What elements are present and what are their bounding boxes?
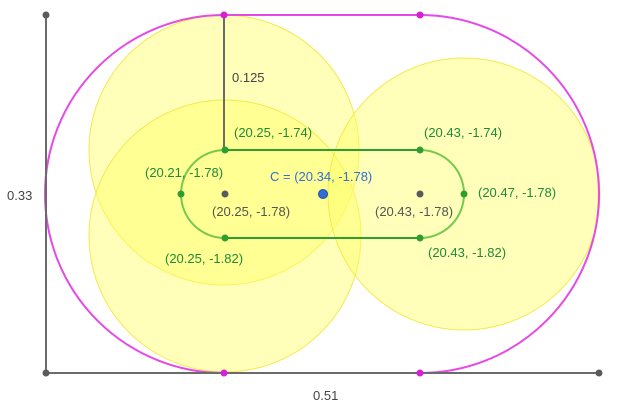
point-center-left — [221, 190, 229, 198]
point-center-c — [318, 189, 328, 199]
point-outer-top-right — [416, 11, 424, 19]
width-label: 0.51 — [313, 388, 338, 403]
point-axis-top — [42, 11, 50, 19]
label-right: (20.47, -1.78) — [478, 185, 556, 200]
point-top-left — [221, 146, 229, 154]
point-bottom-left — [221, 234, 229, 242]
label-bottom-left: (20.25, -1.82) — [165, 251, 243, 266]
label-top-right: (20.43, -1.74) — [424, 125, 502, 140]
point-bottom-right — [416, 234, 424, 242]
height-label: 0.33 — [7, 188, 32, 203]
label-bottom-right: (20.43, -1.82) — [428, 245, 506, 260]
point-left — [177, 190, 185, 198]
label-top-left: (20.25, -1.74) — [234, 125, 312, 140]
radius-label: 0.125 — [232, 70, 265, 85]
point-axis-origin — [42, 369, 50, 377]
label-center-left: (20.25, -1.78) — [212, 204, 290, 219]
label-center-c: C = (20.34, -1.78) — [270, 169, 372, 184]
point-outer-bottom-left — [220, 369, 228, 377]
point-top-right — [416, 146, 424, 154]
point-axis-right — [595, 369, 603, 377]
point-right — [460, 190, 468, 198]
label-center-right: (20.43, -1.78) — [375, 204, 453, 219]
point-outer-top-left — [220, 11, 228, 19]
point-center-right — [416, 190, 424, 198]
label-left: (20.21, -1.78) — [145, 165, 223, 180]
point-outer-bottom-right — [416, 369, 424, 377]
